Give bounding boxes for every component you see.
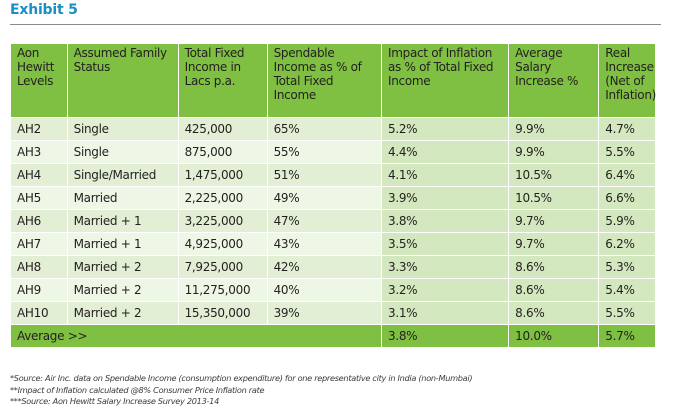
- footnotes: *Source: Air Inc. data on Spendable Inco…: [10, 373, 473, 408]
- cell-spendable-income: 49%: [266, 186, 383, 210]
- cell-total-fixed-income: 15,350,000: [177, 301, 268, 325]
- header-inflation-impact: Impact of Inflation as % of Total Fixed …: [380, 43, 510, 118]
- cell-total-fixed-income: 1,475,000: [177, 163, 268, 187]
- cell-spendable-income: 43%: [266, 232, 383, 256]
- cell-family-status: Single: [66, 140, 179, 164]
- cell-salary-increase: 8.6%: [508, 278, 600, 302]
- table-row: AH8 Married + 2 7,925,000 42% 3.3% 8.6% 5.3%: [10, 255, 656, 279]
- cell-real-increase: 4.7%: [598, 117, 656, 141]
- cell-spendable-income: 40%: [266, 278, 383, 302]
- average-inflation-impact: 3.8%: [380, 324, 510, 348]
- cell-total-fixed-income: 7,925,000: [177, 255, 268, 279]
- header-salary-increase: Average Salary Increase %: [508, 43, 600, 118]
- cell-level: AH7: [10, 232, 68, 256]
- cell-family-status: Married + 2: [66, 278, 179, 302]
- table-row: AH5 Married 2,225,000 49% 3.9% 10.5% 6.6%: [10, 186, 656, 210]
- header-total-fixed-income: Total Fixed Income in Lacs p.a.: [177, 43, 268, 118]
- footnote-source-aon-hewitt: ***Source: Aon Hewitt Salary Increase Su…: [10, 396, 219, 407]
- footnote-inflation-rate: **Impact of Inflation calculated @8% Con…: [10, 384, 265, 395]
- average-real-increase: 5.7%: [598, 324, 656, 348]
- title-divider: [10, 24, 661, 25]
- table-header-row: Aon Hewitt Levels Assumed Family Status …: [10, 43, 656, 118]
- cell-real-increase: 5.5%: [598, 140, 656, 164]
- average-row: Average >> 3.8% 10.0% 5.7%: [10, 324, 656, 348]
- table-row: AH9 Married + 2 11,275,000 40% 3.2% 8.6% 5.4%: [10, 278, 656, 302]
- table-row: AH10 Married + 2 15,350,000 39% 3.1% 8.6% 5.5%: [10, 301, 656, 325]
- cell-real-increase: 5.4%: [598, 278, 656, 302]
- cell-family-status: Single/Married: [66, 163, 179, 187]
- cell-total-fixed-income: 4,925,000: [177, 232, 268, 256]
- cell-spendable-income: 47%: [266, 209, 383, 233]
- cell-inflation-impact: 3.8%: [380, 209, 510, 233]
- cell-real-increase: 5.9%: [598, 209, 656, 233]
- average-label: Average >>: [10, 324, 382, 348]
- cell-real-increase: 5.5%: [598, 301, 656, 325]
- cell-inflation-impact: 4.1%: [380, 163, 510, 187]
- cell-spendable-income: 55%: [266, 140, 383, 164]
- cell-salary-increase: 9.7%: [508, 232, 600, 256]
- cell-total-fixed-income: 2,225,000: [177, 186, 268, 210]
- table-row: AH7 Married + 1 4,925,000 43% 3.5% 9.7% 6.2%: [10, 232, 656, 256]
- cell-family-status: Married + 1: [66, 209, 179, 233]
- cell-real-increase: 6.2%: [598, 232, 656, 256]
- cell-inflation-impact: 3.5%: [380, 232, 510, 256]
- cell-salary-increase: 9.9%: [508, 117, 600, 141]
- cell-spendable-income: 51%: [266, 163, 383, 187]
- cell-salary-increase: 10.5%: [508, 163, 600, 187]
- cell-family-status: Single: [66, 117, 179, 141]
- cell-level: AH6: [10, 209, 68, 233]
- cell-salary-increase: 8.6%: [508, 301, 600, 325]
- cell-level: AH2: [10, 117, 68, 141]
- cell-real-increase: 6.6%: [598, 186, 656, 210]
- cell-inflation-impact: 5.2%: [380, 117, 510, 141]
- header-spendable-income: Spendable Income as % of Total Fixed Inc…: [266, 43, 383, 118]
- table-row: AH4 Single/Married 1,475,000 51% 4.1% 10.5% 6.…: [10, 163, 656, 187]
- header-family-status: Assumed Family Status: [66, 43, 179, 118]
- cell-level: AH5: [10, 186, 68, 210]
- cell-family-status: Married: [66, 186, 179, 210]
- cell-total-fixed-income: 425,000: [177, 117, 268, 141]
- cell-spendable-income: 65%: [266, 117, 383, 141]
- cell-family-status: Married + 2: [66, 255, 179, 279]
- cell-inflation-impact: 3.2%: [380, 278, 510, 302]
- cell-level: AH3: [10, 140, 68, 164]
- cell-salary-increase: 9.9%: [508, 140, 600, 164]
- cell-salary-increase: 10.5%: [508, 186, 600, 210]
- cell-spendable-income: 42%: [266, 255, 383, 279]
- table-row: AH3 Single 875,000 55% 4.4% 9.9% 5.5%: [10, 140, 656, 164]
- cell-family-status: Married + 2: [66, 301, 179, 325]
- header-real-increase: Real Increase (Net of Inflation): [598, 43, 656, 118]
- cell-level: AH10: [10, 301, 68, 325]
- cell-inflation-impact: 3.9%: [380, 186, 510, 210]
- cell-level: AH4: [10, 163, 68, 187]
- cell-real-increase: 5.3%: [598, 255, 656, 279]
- cell-total-fixed-income: 3,225,000: [177, 209, 268, 233]
- cell-inflation-impact: 3.3%: [380, 255, 510, 279]
- cell-spendable-income: 39%: [266, 301, 383, 325]
- cell-inflation-impact: 4.4%: [380, 140, 510, 164]
- cell-level: AH9: [10, 278, 68, 302]
- cell-inflation-impact: 3.1%: [380, 301, 510, 325]
- cell-total-fixed-income: 11,275,000: [177, 278, 268, 302]
- cell-total-fixed-income: 875,000: [177, 140, 268, 164]
- salary-inflation-table: Aon Hewitt Levels Assumed Family Status …: [10, 43, 656, 348]
- average-salary-increase: 10.0%: [508, 324, 600, 348]
- cell-family-status: Married + 1: [66, 232, 179, 256]
- cell-real-increase: 6.4%: [598, 163, 656, 187]
- table-row: AH6 Married + 1 3,225,000 47% 3.8% 9.7% 5.9%: [10, 209, 656, 233]
- exhibit-title: Exhibit 5: [10, 2, 78, 18]
- cell-level: AH8: [10, 255, 68, 279]
- table-row: AH2 Single 425,000 65% 5.2% 9.9% 4.7%: [10, 117, 656, 141]
- cell-salary-increase: 9.7%: [508, 209, 600, 233]
- header-levels: Aon Hewitt Levels: [10, 43, 68, 118]
- cell-salary-increase: 8.6%: [508, 255, 600, 279]
- footnote-source-air-inc: *Source: Air Inc. data on Spendable Inco…: [10, 373, 473, 383]
